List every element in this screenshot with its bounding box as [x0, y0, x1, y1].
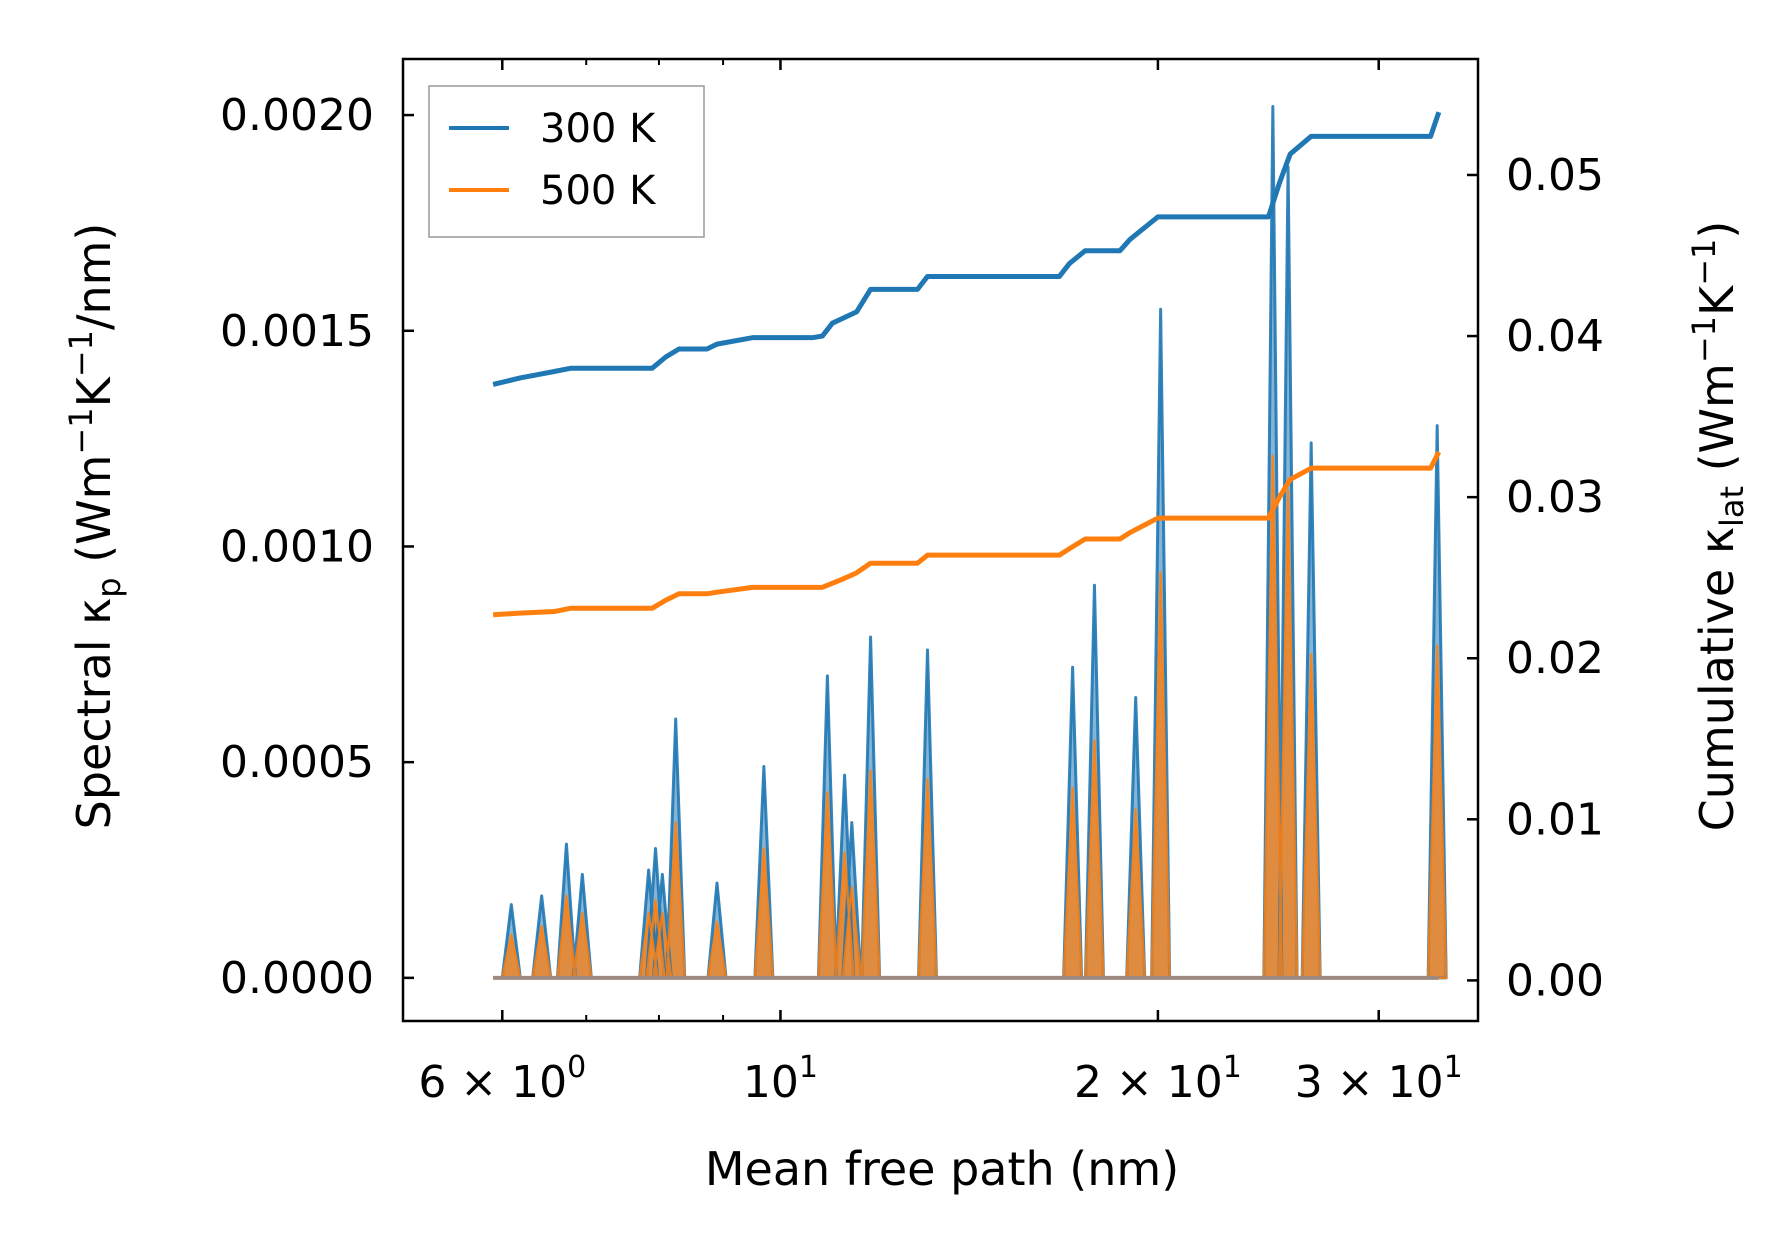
y-left-tick-label: 0.0010: [220, 521, 374, 572]
y-right-tick-labels: 0.00 0.01 0.02 0.03 0.04 0.05: [1506, 150, 1604, 1006]
y-right-axis-title: Cumulative κlat (Wm−1K−1): [1685, 221, 1751, 832]
y-left-axis-title: Spectral κp (Wm−1K−1/nm): [62, 223, 128, 830]
spectral-lines: [493, 104, 1448, 980]
y-right-tick-label: 0.03: [1506, 472, 1604, 523]
y-left-tick-label: 0.0005: [220, 737, 374, 788]
y-right-tick-label: 0.04: [1506, 311, 1604, 362]
y-right-tick-label: 0.00: [1506, 955, 1604, 1006]
cumulative-lines: [492, 111, 1442, 618]
axis-ticks: [403, 59, 1478, 1021]
legend-box: [428, 85, 705, 238]
y-right-tick-label: 0.01: [1506, 794, 1604, 845]
x-tick-labels: 6 × 100 101 2 × 101 3 × 101: [418, 1050, 1462, 1108]
x-tick-label: 2 × 101: [1074, 1050, 1242, 1108]
plot-frame: [401, 57, 1480, 1023]
x-tick-label: 101: [743, 1050, 818, 1108]
x-tick-label: 3 × 101: [1295, 1050, 1463, 1108]
spectral-line-300k: [493, 104, 1448, 980]
legend-label-500k: 500 K: [540, 168, 657, 214]
x-axis-title: Mean free path (nm): [705, 1142, 1179, 1196]
legend-label-300k: 300 K: [540, 106, 657, 152]
legend: 300 K 500 K: [428, 85, 705, 238]
y-left-tick-label: 0.0000: [220, 953, 374, 1004]
cumulative-line-500k: [492, 450, 1442, 618]
spectral-line-500k: [493, 454, 1448, 980]
x-tick-label: 6 × 100: [418, 1050, 586, 1108]
y-right-tick-label: 0.05: [1506, 150, 1604, 201]
cumulative-line-300k: [492, 111, 1442, 387]
y-left-tick-labels: 0.0000 0.0005 0.0010 0.0015 0.0020: [220, 90, 374, 1004]
y-right-tick-label: 0.02: [1506, 633, 1604, 684]
y-left-tick-label: 0.0020: [220, 90, 374, 141]
y-left-tick-label: 0.0015: [220, 306, 374, 357]
